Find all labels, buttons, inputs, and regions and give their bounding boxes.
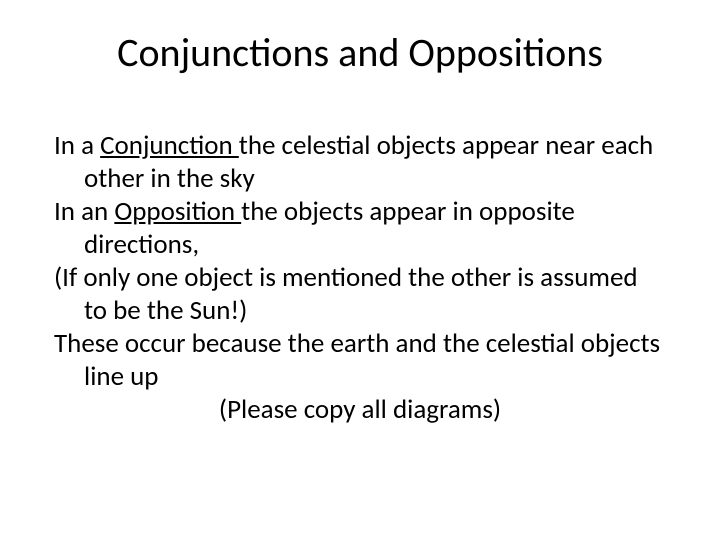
slide-body: In a Conjunction the celestial objects a… (54, 130, 666, 426)
text-run: In a (54, 129, 100, 162)
paragraph-note-sun: (If only one object is mentioned the oth… (54, 262, 666, 328)
slide: Conjunctions and Oppositions In a Conjun… (0, 0, 720, 540)
paragraph-conjunction: In a Conjunction the celestial objects a… (54, 130, 666, 196)
paragraph-cause: These occur because the earth and the ce… (54, 328, 666, 394)
paragraph-instruction: (Please copy all diagrams) (54, 394, 666, 427)
underlined-term-opposition: Opposition (114, 195, 241, 228)
text-run: In an (54, 195, 114, 228)
underlined-term-conjunction: Conjunction (100, 129, 239, 162)
paragraph-opposition: In an Opposition the objects appear in o… (54, 196, 666, 262)
slide-title: Conjunctions and Oppositions (0, 28, 720, 77)
